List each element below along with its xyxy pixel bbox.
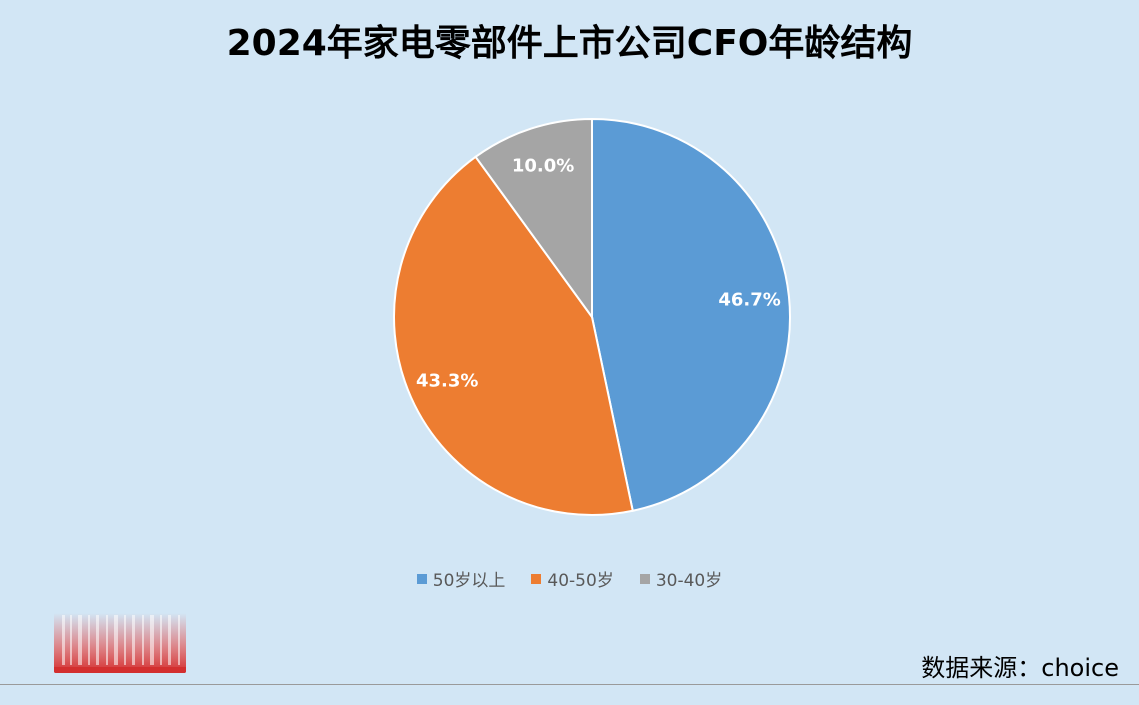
legend-label-30-40: 30-40岁 [655, 571, 723, 591]
pie-data-labels: 46.7% 43.3% 10.0% [416, 155, 781, 391]
watermark-logo [54, 613, 186, 673]
legend-swatch-40-50 [531, 573, 542, 584]
legend-label-40-50: 40-50岁 [547, 571, 614, 591]
data-label-30-40: 10.0% [512, 155, 574, 176]
data-label-40-50: 43.3% [416, 370, 478, 391]
legend-swatch-30-40 [639, 573, 650, 584]
data-label-50-plus: 46.7% [718, 290, 780, 311]
source-note: 数据来源：choice [921, 654, 1119, 682]
pie-slice-30-40 [474, 117, 593, 321]
pie-slices [393, 117, 791, 516]
legend-label-50-plus: 50岁以上 [432, 571, 506, 591]
legend-swatch-50-plus [416, 573, 427, 584]
bottom-divider [0, 684, 1139, 685]
pie-slice-40-50 [393, 155, 634, 516]
chart-legend: 50岁以上 40-50岁 30-40岁 [0, 566, 1139, 591]
pie-slice-50-plus [591, 117, 791, 512]
chart-title: 2024年家电零部件上市公司CFO年龄结构 [226, 23, 913, 64]
legend-item-50-plus: 50岁以上 [416, 566, 506, 591]
legend-item-30-40: 30-40岁 [639, 566, 723, 591]
legend-item-40-50: 40-50岁 [531, 566, 614, 591]
